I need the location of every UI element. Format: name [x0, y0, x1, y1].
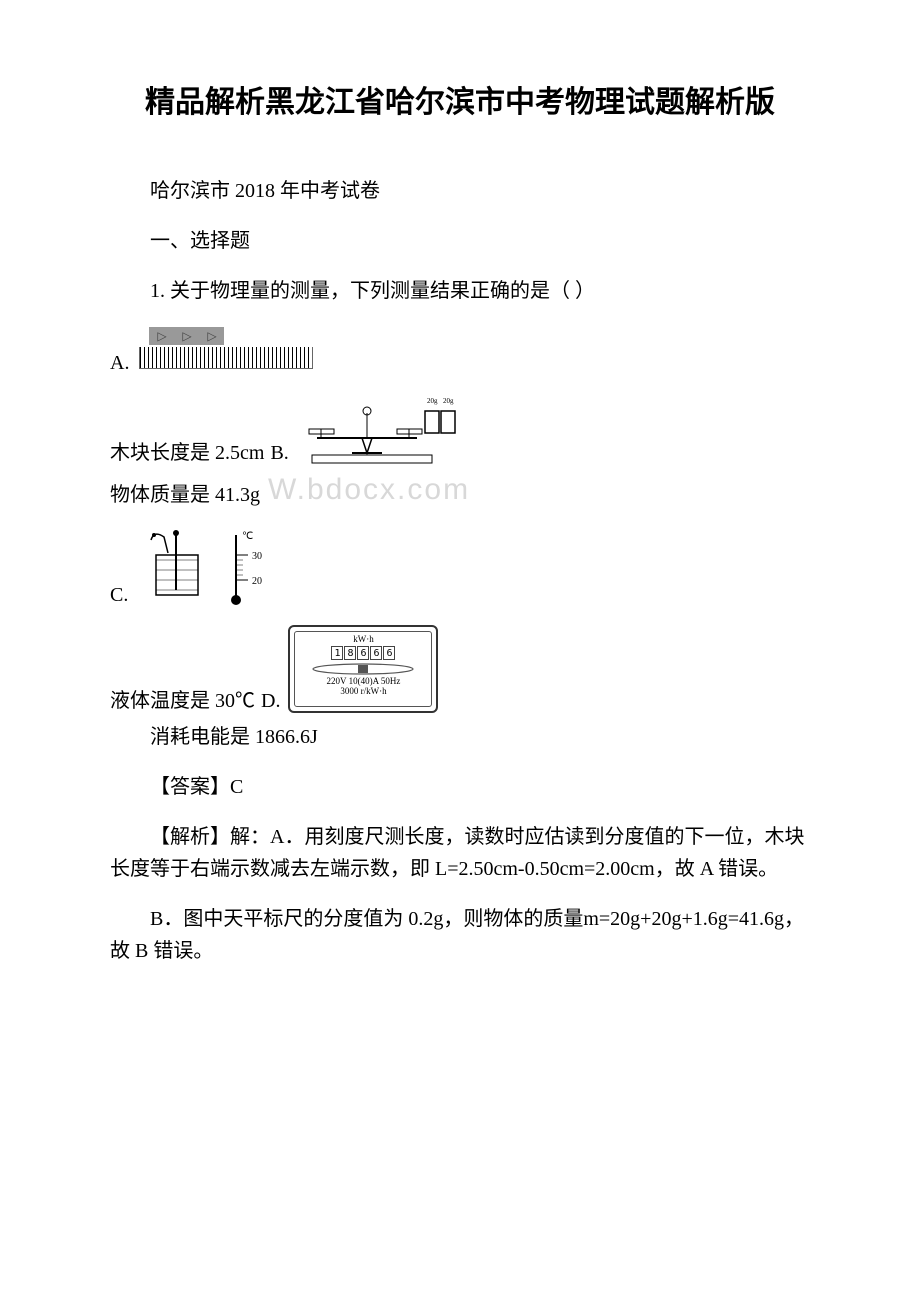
svg-text:30: 30: [252, 551, 262, 562]
thermometer-image: ℃ 30 20: [136, 525, 296, 607]
option-a-answer: 木块长度是 2.5cm: [110, 436, 264, 465]
meter-unit: kW·h: [353, 634, 374, 644]
option-b-text-row: 物体质量是 41.3g W.bdocx.com: [110, 473, 810, 507]
explanation-a: 【解析】解：A．用刻度尺测长度，读数时应估读到分度值的下一位，木块长度等于右端示…: [110, 821, 810, 885]
option-c-label: C.: [110, 584, 128, 607]
option-d-label: D.: [261, 690, 280, 713]
option-a-row: A. ▷ ▷ ▷: [110, 325, 810, 375]
option-d-answer: 消耗电能是 1866.6J: [110, 721, 810, 753]
ruler-image: ▷ ▷ ▷: [137, 325, 317, 375]
svg-text:℃: ℃: [242, 531, 253, 542]
answer-line: 【答案】C: [110, 771, 810, 803]
section-heading: 一、选择题: [110, 225, 810, 257]
watermark-text: W.bdocx.com: [268, 473, 470, 507]
svg-text:20g: 20g: [427, 397, 438, 405]
answer-value: C: [230, 776, 243, 798]
explanation-label: 【解析】: [150, 826, 230, 848]
option-c-row: C. ℃ 30 20: [110, 525, 810, 607]
svg-text:20: 20: [252, 576, 262, 587]
meter-digits: 1 8 6 6 6: [331, 646, 395, 660]
meter-spec-1: 220V 10(40)A 50Hz: [327, 676, 401, 686]
option-c-text-and-d-image: 液体温度是 30℃ D. kW·h 1 8 6 6 6 220V 10(40)A…: [110, 625, 810, 713]
svg-text:20g: 20g: [443, 397, 454, 405]
subtitle: 哈尔滨市 2018 年中考试卷: [110, 175, 810, 207]
question-stem: 1. 关于物理量的测量，下列测量结果正确的是（ ）: [110, 275, 810, 307]
option-a-text-and-b-image: 木块长度是 2.5cm B. 20g 20g: [110, 393, 810, 465]
answer-label: 【答案】: [150, 776, 230, 798]
explanation-b: B．图中天平标尺的分度值为 0.2g，则物体的质量m=20g+20g+1.6g=…: [110, 903, 810, 967]
option-b-label: B.: [270, 442, 288, 465]
option-a-label: A.: [110, 352, 129, 375]
balance-image: 20g 20g: [297, 393, 467, 465]
meter-image: kW·h 1 8 6 6 6 220V 10(40)A 50Hz 3000 r/…: [288, 625, 438, 713]
meter-spec-2: 3000 r/kW·h: [340, 686, 386, 696]
option-c-answer: 液体温度是 30℃: [110, 684, 255, 713]
option-b-answer: 物体质量是 41.3g: [110, 478, 260, 507]
page-title: 精品解析黑龙江省哈尔滨市中考物理试题解析版: [110, 80, 810, 125]
